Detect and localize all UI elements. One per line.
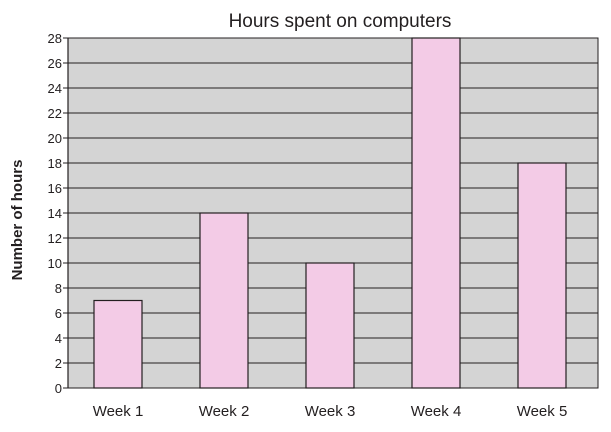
y-tick-label-24: 24 bbox=[48, 81, 62, 96]
y-tick-label-22: 22 bbox=[48, 106, 62, 121]
y-tick-label-14: 14 bbox=[48, 206, 62, 221]
bar-week-3 bbox=[305, 262, 355, 389]
y-tick-label-28: 28 bbox=[48, 31, 62, 46]
x-tick-label-week-2: Week 2 bbox=[199, 403, 250, 420]
x-tick-label-week-5: Week 5 bbox=[517, 403, 568, 420]
y-tick-label-16: 16 bbox=[48, 181, 62, 196]
y-tick-label-6: 6 bbox=[55, 306, 62, 321]
bar-week-2 bbox=[199, 212, 249, 389]
y-tick-label-26: 26 bbox=[48, 56, 62, 71]
y-tick-label-4: 4 bbox=[55, 331, 62, 346]
y-tick-label-20: 20 bbox=[48, 131, 62, 146]
y-tick-label-12: 12 bbox=[48, 231, 62, 246]
y-tick-label-18: 18 bbox=[48, 156, 62, 171]
x-tick-label-week-1: Week 1 bbox=[93, 403, 144, 420]
y-tick-label-10: 10 bbox=[48, 256, 62, 271]
x-tick-label-week-3: Week 3 bbox=[305, 403, 356, 420]
bar-week-5 bbox=[517, 162, 567, 389]
y-axis-label: Number of hours bbox=[9, 160, 26, 281]
bar-week-1 bbox=[93, 299, 143, 389]
x-tick-label-week-4: Week 4 bbox=[411, 403, 462, 420]
chart-title: Hours spent on computers bbox=[229, 11, 452, 32]
bar-week-4 bbox=[411, 37, 461, 389]
y-tick-label-2: 2 bbox=[55, 356, 62, 371]
y-tick-label-0: 0 bbox=[55, 381, 62, 396]
y-tick-label-8: 8 bbox=[55, 281, 62, 296]
